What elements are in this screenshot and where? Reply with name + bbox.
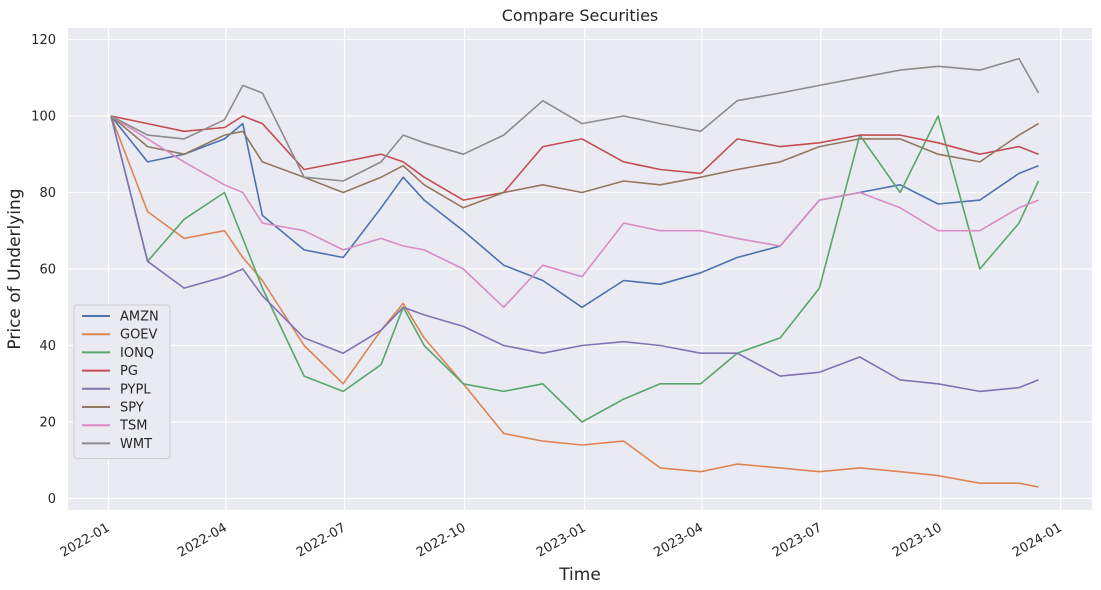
- series-line-spy: [110, 115, 1039, 209]
- series-line-pypl: [110, 115, 1039, 393]
- x-tick-label: 2024-01: [1010, 520, 1065, 560]
- legend-label-pypl: PYPL: [120, 382, 151, 397]
- legend-label-ionq: IONQ: [120, 346, 154, 361]
- x-tick-label: 2022-07: [294, 520, 349, 560]
- y-tick-label: 60: [39, 263, 56, 278]
- series-line-pg: [110, 115, 1039, 201]
- x-ticks: 2022-01 2022-04 2022-07 2022-10 2023-01 2023-…: [58, 520, 1065, 560]
- x-tick-label: 2022-01: [58, 520, 113, 560]
- x-tick-label: 2023-01: [534, 520, 589, 560]
- series-line-tsm: [110, 115, 1039, 309]
- x-tick-label: 2023-07: [770, 520, 825, 560]
- legend-label-wmt: WMT: [120, 437, 152, 452]
- legend-label-pg: PG: [120, 364, 138, 379]
- y-tick-label: 120: [31, 33, 56, 48]
- x-axis-label: Time: [558, 565, 601, 585]
- series-line-goev: [110, 115, 1039, 488]
- legend-label-amzn: AMZN: [120, 310, 159, 325]
- legend-box: [73, 304, 171, 460]
- chart-title: Compare Securities: [502, 6, 659, 25]
- y-tick-label: 100: [31, 109, 56, 124]
- legend-label-spy: SPY: [120, 401, 144, 416]
- series-line-amzn: [110, 115, 1039, 309]
- x-tick-label: 2023-04: [651, 520, 706, 560]
- y-tick-label: 80: [39, 186, 56, 201]
- x-tick-label: 2022-04: [175, 520, 230, 560]
- y-ticks: 0 20 40 60 80 100 120: [31, 33, 56, 507]
- y-axis-label: Price of Underlying: [5, 188, 25, 349]
- legend-label-tsm: TSM: [119, 419, 147, 434]
- series-line-wmt: [110, 57, 1040, 182]
- series-line-ionq: [110, 115, 1040, 423]
- legend-label-goev: GOEV: [120, 328, 158, 343]
- x-tick-label: 2023-10: [890, 520, 945, 560]
- x-tick-label: 2022-10: [414, 520, 469, 560]
- y-tick-label: 0: [48, 492, 56, 507]
- legend: AMZN GOEV IONQ PG PYPL SPY TSM WMT: [73, 304, 171, 460]
- y-tick-label: 20: [39, 416, 56, 431]
- series-layer: [110, 57, 1040, 488]
- y-tick-label: 40: [39, 339, 56, 354]
